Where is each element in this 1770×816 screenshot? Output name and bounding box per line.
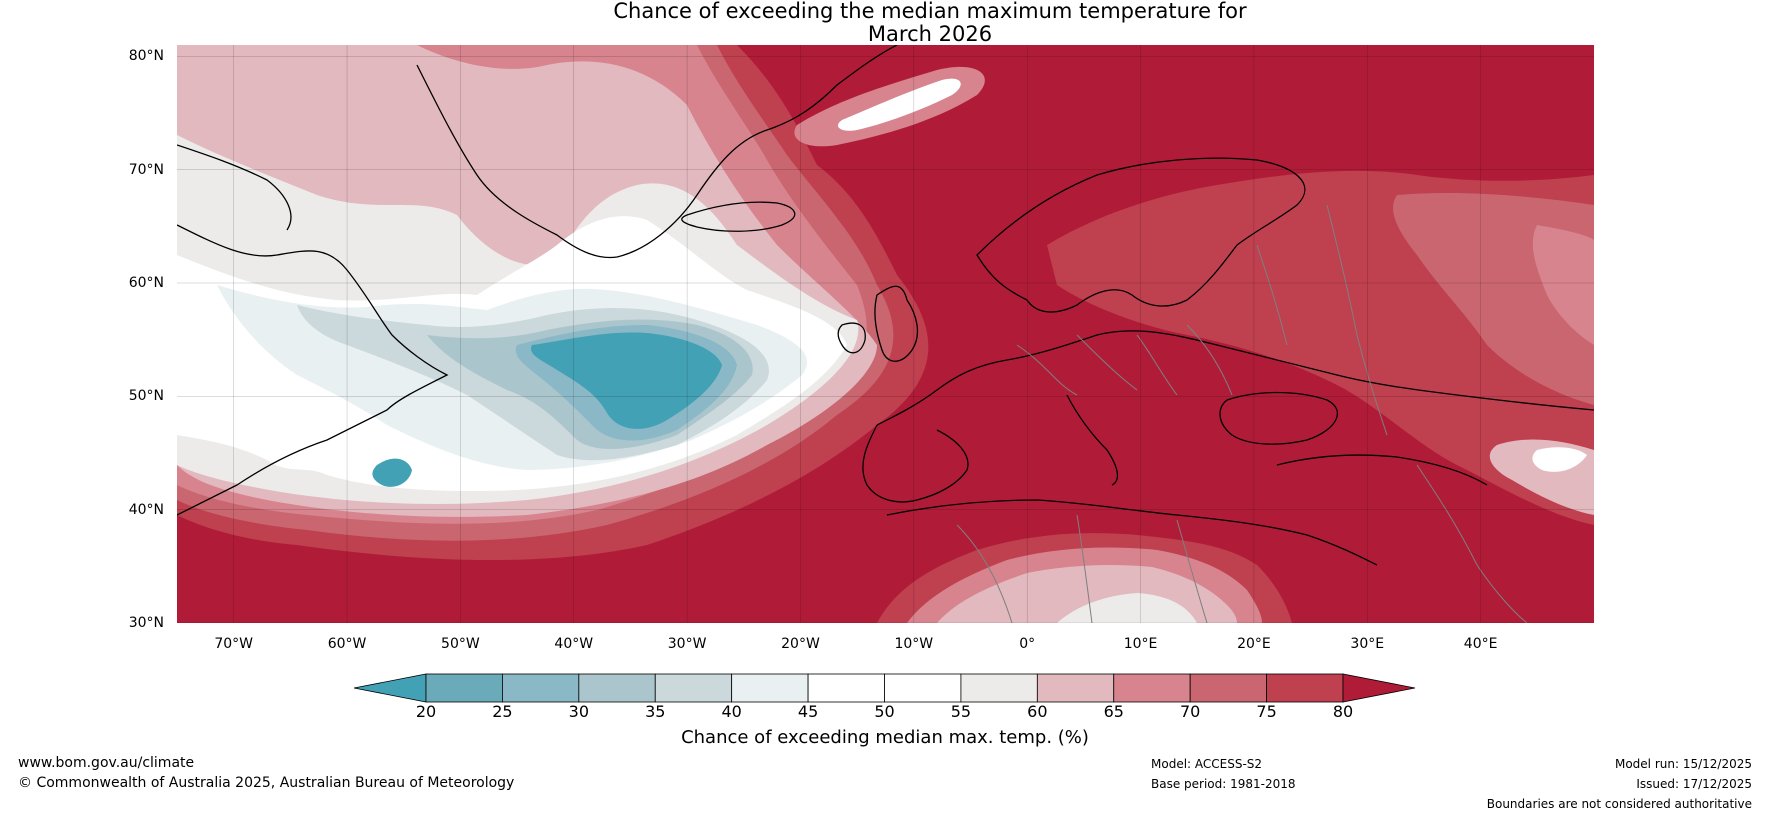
lon-label: 40°W xyxy=(554,636,594,652)
colorbar-segment xyxy=(960,673,1038,703)
colorbar-segment xyxy=(1189,673,1267,703)
copyright-text: © Commonwealth of Australia 2025, Austra… xyxy=(18,775,515,791)
lat-label: 50°N xyxy=(128,388,164,405)
lon-label: 30°W xyxy=(667,636,707,652)
colorbar-tick-label: 25 xyxy=(492,702,513,721)
colorbar-segment xyxy=(1113,673,1191,703)
colorbar-tick-label: 35 xyxy=(645,702,666,721)
colorbar-tick-label: 40 xyxy=(721,702,742,721)
field-north-lighter xyxy=(837,78,961,131)
colorbar-tick-label: 80 xyxy=(1332,702,1354,721)
colorbar-segment xyxy=(731,673,809,703)
lat-label: 60°N xyxy=(128,275,164,291)
colorbar-tick-label: 75 xyxy=(1256,702,1277,721)
colorbar-segment xyxy=(502,673,580,703)
lon-label: 30°E xyxy=(1350,636,1385,652)
colorbar-tick-label: 55 xyxy=(950,702,972,721)
lon-label: 40°E xyxy=(1463,636,1498,652)
lon-label: 60°W xyxy=(327,636,367,652)
colorbar-extend-high xyxy=(1342,673,1416,703)
title-line-2: March 2026 xyxy=(867,22,993,46)
map-canvas xyxy=(177,45,1594,623)
colorbar-tick-label: 30 xyxy=(568,702,589,721)
forecast-map xyxy=(177,45,1594,623)
country-borders xyxy=(956,204,1528,623)
field-65-70-east xyxy=(1532,225,1594,345)
lon-label: 20°E xyxy=(1237,636,1271,652)
colorbar-extend-low xyxy=(353,673,427,703)
colorbar-segment xyxy=(578,673,656,703)
lat-label: 70°N xyxy=(128,161,164,178)
gridlines xyxy=(177,45,1594,623)
website-link[interactable]: www.bom.gov.au/climate xyxy=(18,755,195,771)
colorbar-tick-label: 60 xyxy=(1027,702,1048,721)
colorbar-segment xyxy=(884,673,962,703)
coastlines xyxy=(177,45,1594,566)
colorbar-segment xyxy=(654,673,733,703)
lat-label: 30°N xyxy=(128,615,164,631)
model-name: Model: ACCESS-S2 xyxy=(1151,757,1263,771)
colorbar-tick-label: 65 xyxy=(1103,702,1124,721)
lon-label: 10°W xyxy=(894,636,934,652)
colorbar-segment xyxy=(807,673,885,703)
field-below-20-west xyxy=(531,332,722,429)
colorbar-tick-label: 20 xyxy=(415,702,437,721)
lat-label: 80°N xyxy=(128,48,164,65)
lon-label: 50°W xyxy=(441,636,480,652)
chart-title: Chance of exceeding the median maximum t… xyxy=(0,0,1770,46)
lon-label: 10°E xyxy=(1123,636,1158,652)
colorbar-tick-label: 50 xyxy=(874,702,895,721)
lon-label: 0° xyxy=(1019,636,1036,652)
colorbar-segment xyxy=(1266,673,1344,703)
lon-label: 70°W xyxy=(214,636,253,652)
lat-label: 40°N xyxy=(128,501,164,518)
colorbar-segment xyxy=(425,673,503,703)
field-below-20-patch xyxy=(372,458,412,487)
colorbar-label: Chance of exceeding median max. temp. (%… xyxy=(681,727,1089,748)
issued-date: Issued: 17/12/2025 xyxy=(1636,777,1752,791)
colorbar-tick-label: 70 xyxy=(1179,702,1201,721)
colorbar-segment xyxy=(1036,673,1115,703)
model-run: Model run: 15/12/2025 xyxy=(1614,757,1752,771)
colorbar-tick-label: 45 xyxy=(797,702,819,721)
field-east-lighter xyxy=(1532,447,1587,472)
colorbar xyxy=(353,673,1416,703)
field-africa-55-60 xyxy=(1057,593,1197,623)
boundaries-disclaimer: Boundaries are not considered authoritat… xyxy=(1486,797,1752,811)
lon-label: 20°W xyxy=(781,636,820,652)
title-line-1: Chance of exceeding the median maximum t… xyxy=(613,0,1247,23)
base-period: Base period: 1981-2018 xyxy=(1151,777,1296,791)
